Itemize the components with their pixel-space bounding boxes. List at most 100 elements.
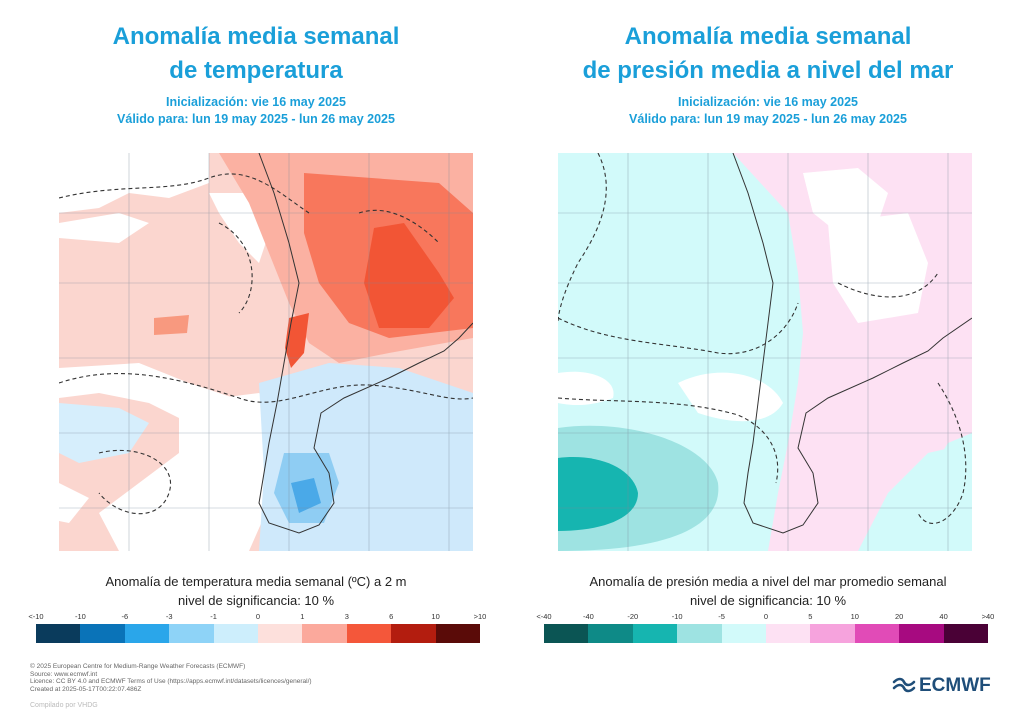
legend-tick-label: >40 — [981, 612, 995, 621]
legend-tick-label: -5 — [718, 612, 725, 621]
negative-anomaly-core — [558, 457, 638, 531]
warm-core — [285, 313, 309, 368]
warm-core — [364, 223, 454, 328]
legend-tick-label: 10 — [850, 612, 859, 621]
pressure-dates: Inicialización: vie 16 may 2025 Válido p… — [512, 94, 1024, 128]
legend-tick-label: -10 — [671, 612, 683, 621]
temperature-map-svg — [59, 153, 473, 551]
legend-tick-label: -10 — [74, 612, 86, 621]
legend-swatch — [588, 624, 633, 643]
temperature-title: Anomalía media semanal de temperatura — [0, 20, 512, 88]
legend-swatch — [899, 624, 944, 643]
ecmwf-logo-icon — [892, 677, 916, 693]
legend-tick-label: -6 — [121, 612, 129, 621]
temperature-title-line2: de temperatura — [169, 57, 343, 84]
legend-swatch — [943, 624, 989, 643]
cool-core — [291, 478, 321, 513]
legend-tick-label: -40 — [582, 612, 594, 621]
temperature-anomaly-map — [59, 153, 473, 551]
neutral-area — [99, 393, 289, 551]
temperature-significance: nivel de significancia: 10 % — [177, 593, 335, 608]
neutral-area — [803, 168, 888, 233]
legend-swatch — [810, 624, 855, 643]
pressure-significance: nivel de significancia: 10 % — [689, 593, 847, 608]
pressure-title-line1: Anomalía media semanal — [624, 23, 912, 50]
pressure-legend-labels: <-40 -40 -20 -10 -5 0 5 10 20 40 >40 — [536, 612, 994, 624]
temperature-title-line1: Anomalía media semanal — [112, 23, 400, 50]
compiled-by-note: Compilado por VHDG — [30, 702, 98, 709]
legend-tick-label: -3 — [165, 612, 173, 621]
temperature-caption: Anomalía de temperatura media semanal (º… — [0, 572, 512, 610]
legend-swatch — [169, 624, 214, 643]
coastline — [258, 153, 473, 534]
legend-tick-label: 3 — [344, 612, 349, 621]
licence-line: Licence: CC BY 4.0 and ECMWF Terms of Us… — [30, 678, 312, 686]
pressure-caption-line1: Anomalía de presión media a nivel del ma… — [589, 574, 947, 589]
legend-swatch — [632, 624, 678, 643]
temperature-panel: Anomalía media semanal de temperatura In… — [0, 0, 512, 650]
legend-swatch — [36, 624, 81, 643]
legend-swatch — [721, 624, 767, 643]
coastline — [732, 153, 972, 534]
temperature-legend-bar — [36, 624, 481, 643]
legend-tick-label: 40 — [939, 612, 948, 621]
legend-tick-label: 0 — [255, 612, 261, 621]
temperature-legend-labels: <-10 -10 -6 -3 -1 0 1 3 6 10 >10 — [28, 612, 486, 624]
legend-swatch — [391, 624, 436, 643]
legend-tick-label: -1 — [210, 612, 217, 621]
pressure-title-line2: de presión media a nivel del mar — [582, 57, 954, 84]
significance-contours — [59, 173, 473, 515]
pressure-legend: <-40 -40 -20 -10 -5 0 5 10 20 40 >40 — [536, 612, 994, 646]
map-graticule — [59, 153, 473, 551]
significance-contours — [558, 153, 967, 524]
legend-swatch — [258, 624, 303, 643]
pressure-anomaly-map — [558, 153, 972, 551]
legend-tick-label: 10 — [431, 612, 440, 621]
legend-swatch — [80, 624, 125, 643]
legend-tick-label: 0 — [763, 612, 769, 621]
negative-anomaly — [558, 153, 618, 263]
legend-swatch — [435, 624, 481, 643]
ecmwf-logo: ECMWF — [892, 675, 991, 697]
legend-tick-label: <-40 — [536, 612, 552, 621]
temperature-init-date: Inicialización: vie 16 may 2025 — [166, 95, 346, 109]
pressure-caption: Anomalía de presión media a nivel del ma… — [512, 572, 1024, 610]
legend-swatch — [213, 624, 259, 643]
neutral-area — [558, 371, 614, 406]
legend-swatch — [346, 624, 392, 643]
legend-tick-label: >10 — [473, 612, 487, 621]
map-graticule — [558, 153, 972, 551]
legend-swatch — [766, 624, 811, 643]
legend-tick-label: 5 — [808, 612, 813, 621]
temperature-caption-line1: Anomalía de temperatura media semanal (º… — [105, 574, 407, 589]
ecmwf-logo-text: ECMWF — [919, 675, 991, 696]
pressure-valid-range: Válido para: lun 19 may 2025 - lun 26 ma… — [629, 112, 907, 126]
neutral-area — [828, 213, 928, 323]
pressure-init-date: Inicialización: vie 16 may 2025 — [678, 95, 858, 109]
legend-tick-label: -20 — [627, 612, 639, 621]
temperature-legend: <-10 -10 -6 -3 -1 0 1 3 6 10 >10 — [28, 612, 486, 646]
legend-tick-label: <-10 — [28, 612, 44, 621]
created-line: Created at 2025-05-17T00:22:07.486Z — [30, 685, 142, 693]
pressure-legend-bar — [544, 624, 989, 643]
temperature-valid-range: Válido para: lun 19 may 2025 - lun 26 ma… — [117, 112, 395, 126]
legend-swatch — [302, 624, 347, 643]
legend-swatch — [854, 624, 900, 643]
legend-swatch — [124, 624, 170, 643]
temperature-dates: Inicialización: vie 16 may 2025 Válido p… — [0, 94, 512, 128]
neutral-area — [59, 213, 149, 243]
legend-tick-label: 6 — [389, 612, 394, 621]
legend-tick-label: 20 — [895, 612, 904, 621]
legend-tick-label: 1 — [300, 612, 305, 621]
neutral-area — [59, 483, 89, 523]
pressure-map-svg — [558, 153, 972, 551]
neutral-area — [59, 153, 209, 213]
pressure-title: Anomalía media semanal de presión media … — [512, 20, 1024, 88]
copyright-footer: © 2025 European Centre for Medium-Range … — [30, 663, 312, 693]
source-line: Source: www.ecmwf.int — [30, 670, 98, 678]
warm-patch — [154, 315, 189, 335]
copyright-line: © 2025 European Centre for Medium-Range … — [30, 663, 246, 670]
legend-swatch — [677, 624, 722, 643]
pressure-panel: Anomalía media semanal de presión media … — [512, 0, 1024, 650]
legend-swatch — [544, 624, 589, 643]
